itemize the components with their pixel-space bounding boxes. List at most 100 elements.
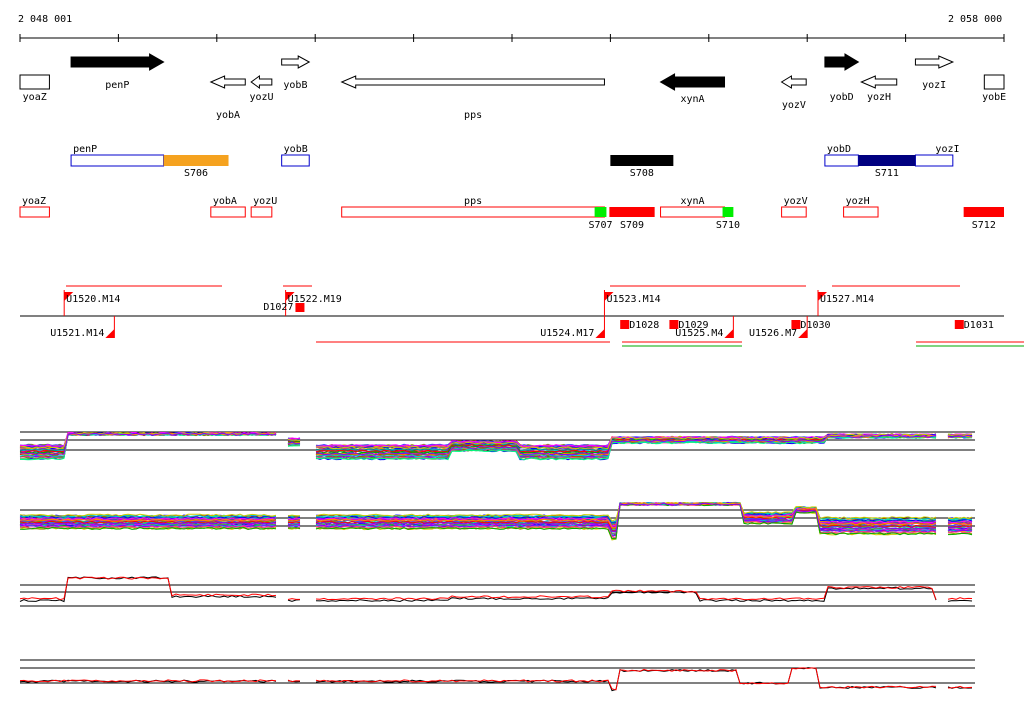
expression-panel-2	[19, 501, 975, 541]
segment-box-label-yozH: yozH	[846, 196, 870, 207]
expression-trace	[19, 667, 973, 691]
gene-annotation-track: yoaZ penP yobA yozU yobB pps xynA yozV yobD yozH y…	[19, 53, 1006, 121]
tss-label-U1524.M17: U1524.M17	[540, 328, 594, 339]
segment-S706	[163, 155, 229, 166]
terminator-label-D1029: D1029	[678, 320, 708, 331]
segment-label-S708: S708	[630, 168, 654, 179]
expression-trace	[19, 502, 973, 528]
tss-label-U1523.M14: U1523.M14	[606, 294, 660, 305]
expression-trace	[19, 432, 973, 450]
tss-flag	[724, 329, 734, 338]
expression-trace	[19, 503, 973, 540]
segment-S707	[594, 207, 607, 217]
tss-label-U1522.M19: U1522.M19	[288, 294, 342, 305]
expression-trace	[19, 502, 973, 541]
gene-arrow-yozH	[860, 75, 898, 89]
expression-panel-4	[19, 659, 975, 692]
gene-arrow-yobE	[983, 74, 1005, 90]
operon-label-penP: penP	[73, 144, 97, 155]
segment-box-pps	[341, 206, 605, 218]
terminator-mark	[669, 320, 679, 329]
gene-arrow-pps	[340, 75, 605, 89]
tss-track: U1520.M14 U1522.M19 U1523.M14 U1527.M14 U152…	[20, 285, 1024, 347]
expression-trace	[19, 576, 973, 601]
axis-end-label: 2 058 000	[948, 14, 1002, 25]
operon-label-yobD: yobD	[827, 144, 851, 155]
coordinate-axis: 2 048 001 2 058 000	[18, 14, 1005, 42]
tss-flag	[105, 329, 115, 338]
expression-trace	[19, 432, 973, 458]
gene-arrow-yozV	[780, 75, 807, 89]
segment-label-S709: S709	[620, 220, 644, 231]
tss-flag	[595, 329, 605, 338]
segment-box-label-pps: pps	[464, 196, 482, 207]
operon-box-penP	[70, 154, 165, 167]
gene-arrow-yobD	[824, 53, 860, 71]
gene-label-yozU: yozU	[249, 92, 273, 103]
terminator-mark	[620, 320, 630, 329]
segment-box-yozH	[843, 206, 879, 218]
expression-panel-1	[19, 431, 975, 461]
tss-flag	[604, 292, 614, 301]
terminator-label-D1028: D1028	[629, 320, 659, 331]
tss-label-U1527.M14: U1527.M14	[820, 294, 874, 305]
operon-label-yobB: yobB	[284, 144, 308, 155]
gene-label-pps: pps	[464, 110, 482, 121]
segment-box-label-yozV: yozV	[784, 196, 808, 207]
terminator-mark	[791, 320, 801, 329]
operon-box-yobD	[824, 154, 859, 167]
segment-label-S712: S712	[972, 220, 996, 231]
gene-arrow-yobB	[281, 55, 311, 69]
segment-S709	[609, 207, 655, 217]
gene-label-yobE: yobE	[982, 92, 1006, 103]
gene-label-penP: penP	[105, 80, 129, 91]
segment-box-label-yobA: yobA	[213, 196, 237, 207]
gene-arrow-penP	[70, 53, 165, 71]
segment-box-label-yoaZ: yoaZ	[22, 196, 46, 207]
terminator-label-D1031: D1031	[964, 320, 994, 331]
operon-label-yozI: yozI	[935, 144, 959, 155]
expression-trace	[19, 501, 973, 522]
tss-label-U1521.M14: U1521.M14	[50, 328, 104, 339]
segment-label-S707: S707	[588, 220, 612, 231]
segment-box-yozU	[250, 206, 273, 218]
expression-trace	[19, 576, 973, 603]
terminator-mark	[295, 303, 305, 312]
segment-label-S706: S706	[184, 168, 208, 179]
segment-box-xynA	[660, 206, 726, 218]
segment-S711	[858, 155, 916, 166]
tss-flag	[818, 292, 828, 301]
tss-flag	[64, 292, 74, 301]
gene-label-yobD: yobD	[830, 92, 854, 103]
expression-trace	[19, 502, 973, 533]
expression-panel-3	[19, 576, 975, 607]
segment-box-yoaZ	[19, 206, 50, 218]
segment-box-yozV	[781, 206, 807, 218]
tss-label-U1525.M4: U1525.M4	[675, 328, 723, 339]
gene-label-yobB: yobB	[283, 80, 307, 91]
terminator-label-D1030: D1030	[800, 320, 830, 331]
segment-track: yoaZ yobA yozU pps xynA yozV yozH S707 S709 S710 S…	[19, 196, 1004, 231]
expression-trace	[19, 502, 973, 527]
gene-label-xynA: xynA	[680, 94, 704, 105]
gene-arrow-yozU	[250, 75, 273, 89]
segment-label-S711: S711	[875, 168, 899, 179]
segment-S708	[610, 155, 674, 166]
segment-S712	[963, 207, 1004, 217]
terminator-mark	[954, 320, 964, 329]
gene-arrow-yoaZ	[19, 74, 50, 90]
gene-label-yobA: yobA	[216, 110, 240, 121]
tss-label-U1520.M14: U1520.M14	[66, 294, 120, 305]
tss-flag	[285, 292, 295, 301]
expression-trace	[19, 502, 973, 532]
operon-box-yobB	[281, 154, 310, 167]
gene-arrow-yozI	[914, 55, 955, 69]
tss-label-U1526.M7: U1526.M7	[749, 328, 797, 339]
expression-trace	[19, 502, 973, 537]
tss-flag	[798, 329, 808, 338]
segment-S710	[722, 207, 734, 217]
segment-box-label-yozU: yozU	[253, 196, 277, 207]
gene-label-yozH: yozH	[867, 92, 891, 103]
